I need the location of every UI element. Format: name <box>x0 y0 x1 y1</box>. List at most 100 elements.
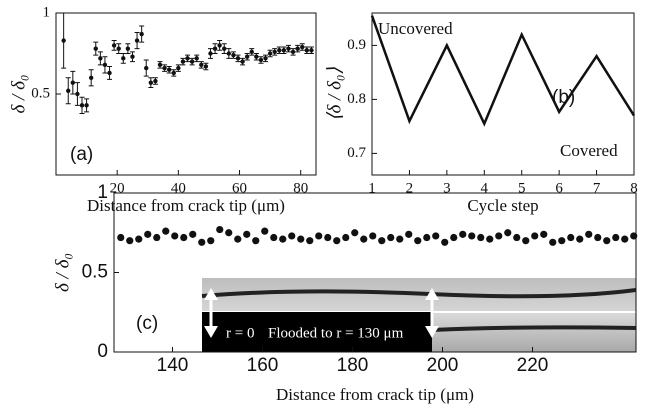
data-point <box>258 57 264 63</box>
plot-frame <box>371 12 635 176</box>
data-point <box>93 46 98 51</box>
y-axis-label: δ / δ₀ <box>52 253 73 292</box>
y-axis-label: ⟨δ / δ₀⟩ <box>324 66 345 120</box>
data-point <box>300 44 305 50</box>
x-tick-label: 8 <box>630 180 638 196</box>
data-point <box>342 233 350 242</box>
data-point <box>153 233 161 242</box>
data-point <box>171 232 179 240</box>
data-point <box>244 54 250 59</box>
data-point <box>558 237 566 245</box>
data-point <box>468 232 476 240</box>
data-point <box>288 232 296 240</box>
data-point <box>84 103 89 108</box>
data-point <box>585 230 593 238</box>
data-point <box>603 237 611 245</box>
annotation: Flooded to r = 130 μm <box>268 325 404 341</box>
x-tick-label: 160 <box>247 355 279 376</box>
data-point <box>148 80 154 85</box>
data-point <box>125 46 131 51</box>
data-point <box>432 232 440 240</box>
data-point <box>153 78 158 84</box>
data-point <box>135 235 143 243</box>
data-point <box>252 237 260 245</box>
x-tick-label: 180 <box>337 355 369 376</box>
x-tick-label: 1 <box>368 180 376 196</box>
data-point <box>234 235 242 243</box>
data-point <box>522 237 530 245</box>
x-tick-label: 5 <box>518 180 526 196</box>
data-point <box>180 59 186 64</box>
data-point <box>157 62 163 68</box>
data-point <box>144 65 149 71</box>
data-point <box>189 59 195 64</box>
x-tick-label: 3 <box>443 180 451 196</box>
data-point <box>185 56 190 61</box>
data-point <box>198 238 206 246</box>
data-point <box>531 232 539 240</box>
annotation: r = 0 <box>226 325 254 341</box>
x-tick-label: 6 <box>555 180 563 196</box>
data-point <box>240 59 245 64</box>
data-point <box>199 62 204 68</box>
data-point <box>405 230 413 238</box>
data-point <box>540 230 548 238</box>
x-axis-label: Cycle step <box>467 196 538 215</box>
data-point <box>235 56 241 61</box>
data-point <box>267 51 273 56</box>
data-point <box>126 237 134 245</box>
data-point <box>166 67 172 72</box>
data-point <box>286 46 291 51</box>
plot-frame <box>55 12 317 176</box>
data-point <box>130 54 135 59</box>
data-point <box>441 238 449 246</box>
data-point <box>378 237 386 245</box>
data-point <box>612 233 620 242</box>
data-point <box>594 233 602 242</box>
data-point <box>98 56 103 61</box>
data-point <box>277 48 282 53</box>
data-point <box>176 65 181 71</box>
y-tick-label: 0.5 <box>82 262 108 283</box>
data-point <box>79 103 85 108</box>
x-tick-label: 200 <box>427 355 459 376</box>
y-tick-label: 0 <box>97 341 108 362</box>
y-tick-label: 1 <box>43 4 51 20</box>
data-point <box>486 235 494 243</box>
data-point <box>75 91 80 97</box>
data-point <box>270 233 278 242</box>
x-tick-label: 140 <box>157 355 189 376</box>
data-line <box>370 15 636 127</box>
data-point <box>139 31 144 37</box>
data-point <box>222 46 227 51</box>
data-point <box>207 237 215 245</box>
data-point <box>144 230 152 238</box>
data-point <box>116 46 121 51</box>
data-point <box>249 49 254 55</box>
data-point <box>281 48 287 53</box>
data-point <box>208 51 213 56</box>
data-point <box>107 70 112 76</box>
data-point <box>450 233 458 242</box>
data-point <box>304 48 310 53</box>
data-point <box>121 56 126 61</box>
panel-label: (a) <box>70 144 93 165</box>
x-tick-label: 2 <box>406 180 414 196</box>
annotation: Uncovered <box>378 19 453 38</box>
data-point <box>226 51 232 56</box>
x-axis-label: Distance from crack tip (μm) <box>87 196 285 215</box>
data-point <box>194 56 199 61</box>
y-tick-label: 0.8 <box>347 91 366 107</box>
data-point <box>351 229 359 237</box>
data-point <box>102 62 108 68</box>
data-point <box>621 235 629 243</box>
data-point <box>162 227 170 235</box>
data-point <box>324 233 332 242</box>
data-point <box>369 232 377 240</box>
data-point <box>225 229 233 237</box>
data-point <box>306 237 314 245</box>
data-point <box>513 233 521 242</box>
data-point <box>333 237 341 245</box>
data-point <box>243 230 251 238</box>
